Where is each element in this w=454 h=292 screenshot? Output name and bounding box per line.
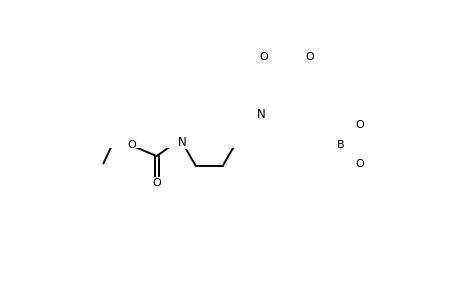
- Text: O: O: [356, 120, 365, 130]
- Text: O: O: [305, 52, 314, 62]
- Text: N: N: [257, 108, 265, 121]
- Text: O: O: [127, 140, 136, 150]
- Text: O: O: [260, 52, 269, 62]
- Text: N: N: [178, 136, 187, 149]
- Text: B: B: [337, 140, 345, 150]
- Text: O: O: [356, 159, 365, 169]
- Text: O: O: [152, 178, 161, 188]
